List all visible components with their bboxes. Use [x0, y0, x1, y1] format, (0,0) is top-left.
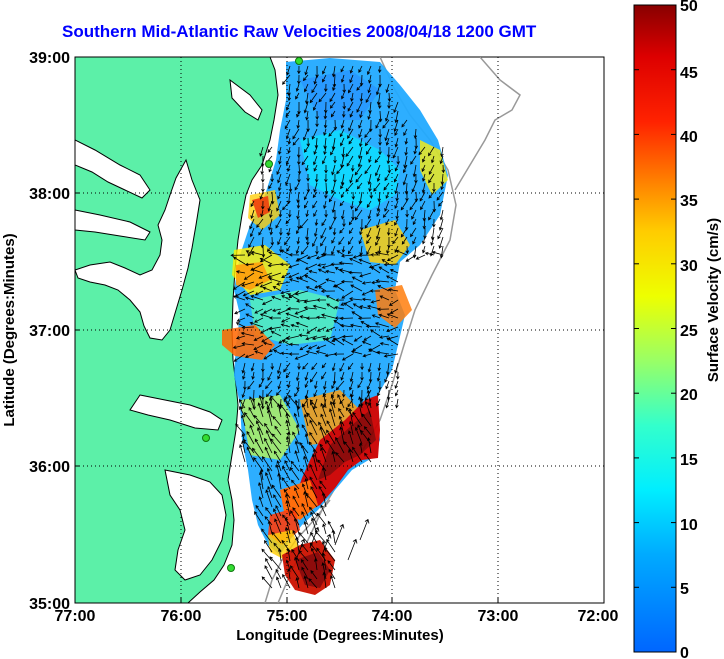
colorbar — [633, 4, 677, 653]
colorbar-tick-label: 45 — [680, 65, 698, 82]
colorbar-tick-label: 15 — [680, 452, 698, 469]
colorbar-tick-label: 40 — [680, 129, 698, 146]
y-axis-label: Latitude (Degrees:Minutes) — [1, 233, 18, 426]
colorbar-tick-label: 50 — [680, 0, 698, 15]
colorbar-tick-label: 0 — [680, 645, 689, 659]
radar-station — [202, 434, 210, 442]
radar-station — [265, 160, 273, 168]
colorbar-tick-label: 30 — [680, 258, 698, 275]
x-tick-label: 72:00 — [578, 608, 619, 625]
colorbar-tick-label: 25 — [680, 323, 698, 340]
x-tick-label: 73:00 — [478, 608, 519, 625]
colorbar-label: Surface Velocity (cm/s) — [705, 218, 722, 382]
y-tick-label: 37:00 — [29, 323, 70, 340]
y-tick-label: 35:00 — [29, 596, 70, 613]
radar-station — [295, 57, 303, 65]
colorbar-tick-label: 35 — [680, 193, 698, 210]
colorbar-tick-label: 20 — [680, 387, 698, 404]
y-tick-label: 36:00 — [29, 459, 70, 476]
x-axis-label: Longitude (Degrees:Minutes) — [236, 627, 444, 644]
colorbar-tick-label: 10 — [680, 517, 698, 534]
y-tick-label: 38:00 — [29, 186, 70, 203]
x-tick-label: 74:00 — [372, 608, 413, 625]
colorbar-tick-label: 5 — [680, 581, 689, 598]
radar-station — [227, 564, 235, 572]
map-title: Southern Mid-Atlantic Raw Velocities 200… — [62, 22, 537, 41]
x-tick-label: 75:00 — [267, 608, 308, 625]
y-tick-label: 39:00 — [29, 50, 70, 67]
chesapeake-bay — [75, 158, 201, 341]
x-tick-label: 77:00 — [55, 608, 96, 625]
current-vector-arrows — [230, 65, 446, 589]
x-tick-label: 76:00 — [161, 608, 202, 625]
